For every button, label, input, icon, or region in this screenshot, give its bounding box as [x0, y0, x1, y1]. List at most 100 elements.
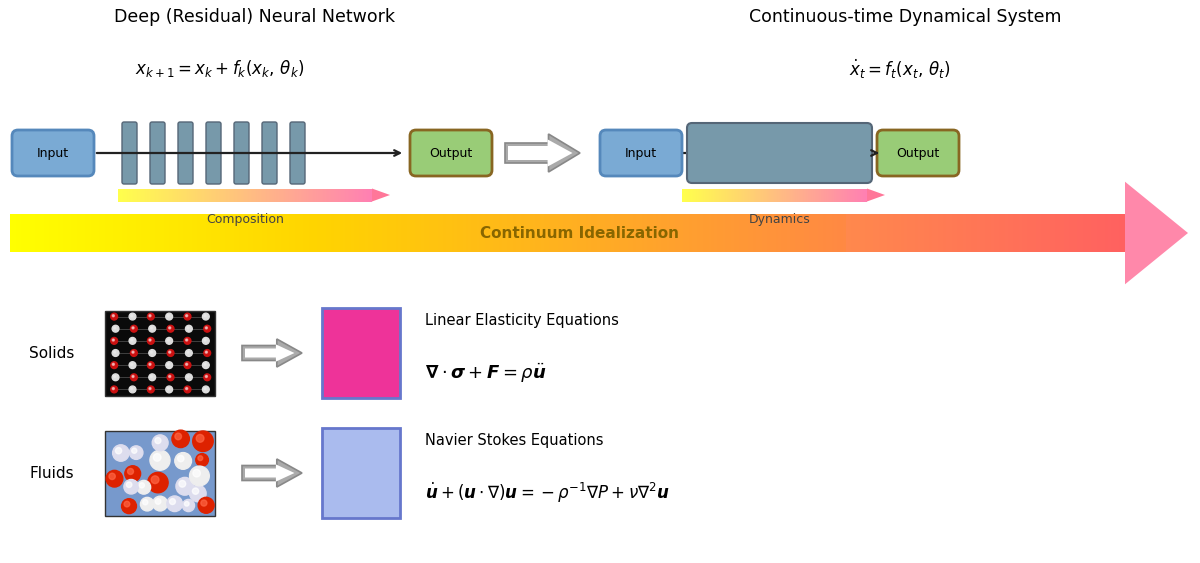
Circle shape: [167, 496, 182, 512]
Circle shape: [112, 350, 119, 356]
Circle shape: [196, 435, 204, 443]
FancyBboxPatch shape: [877, 130, 959, 176]
Text: Continuous-time Dynamical System: Continuous-time Dynamical System: [749, 8, 1061, 26]
Circle shape: [186, 339, 187, 341]
Circle shape: [167, 315, 169, 317]
Circle shape: [186, 325, 192, 332]
Circle shape: [176, 477, 193, 495]
Circle shape: [155, 499, 161, 504]
Circle shape: [130, 313, 136, 320]
Text: Output: Output: [896, 146, 940, 159]
Circle shape: [169, 351, 170, 353]
Polygon shape: [372, 189, 390, 202]
Text: Continuum Idealization: Continuum Idealization: [480, 226, 679, 240]
Circle shape: [149, 387, 151, 390]
Circle shape: [198, 497, 214, 513]
Circle shape: [184, 386, 191, 393]
Circle shape: [204, 387, 206, 390]
Circle shape: [151, 476, 158, 484]
Text: Input: Input: [625, 146, 658, 159]
Circle shape: [175, 453, 192, 470]
Circle shape: [203, 386, 209, 393]
Bar: [106, 311, 215, 395]
Text: Solids: Solids: [29, 346, 74, 360]
Bar: [322, 308, 400, 398]
Circle shape: [167, 387, 169, 390]
Circle shape: [124, 480, 138, 494]
Circle shape: [115, 448, 121, 454]
Circle shape: [130, 362, 136, 369]
Circle shape: [109, 473, 115, 480]
Circle shape: [184, 337, 191, 344]
Circle shape: [184, 362, 191, 369]
Circle shape: [179, 480, 186, 487]
Circle shape: [150, 351, 152, 353]
Circle shape: [110, 386, 118, 393]
Circle shape: [205, 376, 208, 377]
FancyBboxPatch shape: [410, 130, 492, 176]
FancyBboxPatch shape: [686, 123, 872, 183]
Circle shape: [169, 327, 170, 329]
Circle shape: [166, 313, 173, 320]
Circle shape: [112, 374, 119, 381]
Circle shape: [172, 430, 190, 448]
Circle shape: [149, 363, 151, 365]
Text: Navier Stokes Equations: Navier Stokes Equations: [425, 434, 604, 449]
Text: Input: Input: [37, 146, 70, 159]
Circle shape: [186, 350, 192, 356]
Circle shape: [150, 376, 152, 377]
Polygon shape: [242, 459, 302, 487]
Circle shape: [167, 350, 174, 356]
Circle shape: [186, 363, 187, 365]
FancyBboxPatch shape: [178, 122, 193, 184]
Circle shape: [114, 376, 115, 377]
Polygon shape: [245, 345, 294, 361]
Circle shape: [152, 435, 168, 451]
Circle shape: [186, 387, 187, 390]
Circle shape: [131, 350, 137, 356]
Circle shape: [114, 327, 115, 329]
Circle shape: [204, 350, 211, 356]
Circle shape: [112, 325, 119, 332]
Circle shape: [186, 315, 187, 317]
FancyBboxPatch shape: [234, 122, 250, 184]
Circle shape: [131, 315, 133, 317]
Circle shape: [132, 448, 137, 453]
Circle shape: [190, 466, 209, 486]
Circle shape: [149, 374, 156, 381]
Circle shape: [113, 339, 114, 341]
Polygon shape: [508, 140, 572, 167]
Circle shape: [187, 351, 190, 353]
Circle shape: [175, 433, 181, 440]
FancyBboxPatch shape: [206, 122, 221, 184]
Text: $\mathbf{\nabla} \cdot \boldsymbol{\sigma} + \boldsymbol{F} = \rho\ddot{\boldsym: $\mathbf{\nabla} \cdot \boldsymbol{\sigm…: [425, 361, 546, 385]
Circle shape: [149, 350, 156, 356]
Circle shape: [114, 351, 115, 353]
Circle shape: [131, 363, 133, 365]
Circle shape: [113, 445, 130, 461]
Circle shape: [154, 454, 161, 461]
Circle shape: [185, 502, 190, 506]
Circle shape: [198, 456, 203, 461]
Bar: [106, 431, 215, 516]
Circle shape: [130, 337, 136, 344]
Circle shape: [110, 313, 118, 320]
Text: Fluids: Fluids: [30, 466, 74, 480]
Circle shape: [143, 500, 148, 505]
Circle shape: [203, 362, 209, 369]
Polygon shape: [245, 464, 294, 481]
FancyBboxPatch shape: [262, 122, 277, 184]
Circle shape: [204, 374, 211, 381]
Circle shape: [149, 325, 156, 332]
Circle shape: [148, 472, 168, 493]
Text: Deep (Residual) Neural Network: Deep (Residual) Neural Network: [114, 8, 396, 26]
Circle shape: [140, 497, 154, 511]
Bar: [322, 428, 400, 518]
Circle shape: [190, 485, 206, 502]
Text: $\dot{\boldsymbol{u}} + (\boldsymbol{u} \cdot \nabla)\boldsymbol{u} = -\rho^{-1}: $\dot{\boldsymbol{u}} + (\boldsymbol{u} …: [425, 481, 670, 505]
Circle shape: [169, 499, 175, 504]
Circle shape: [203, 337, 209, 344]
Circle shape: [121, 499, 137, 513]
Circle shape: [200, 500, 206, 506]
Circle shape: [131, 325, 137, 332]
